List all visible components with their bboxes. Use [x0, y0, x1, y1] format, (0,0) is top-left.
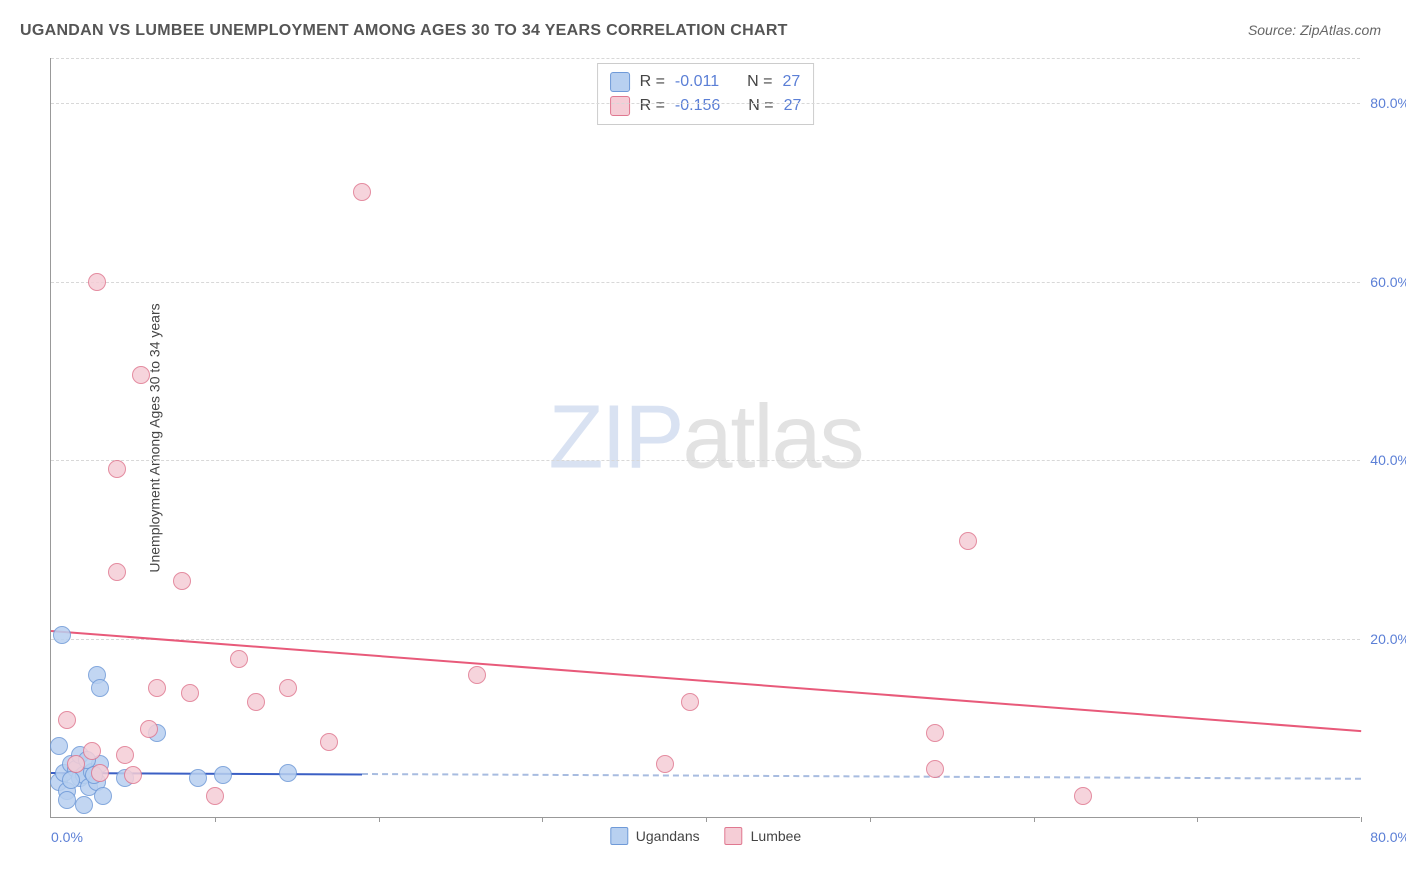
x-tick	[1361, 817, 1362, 822]
legend-r-value: -0.156	[675, 97, 720, 115]
scatter-point	[1074, 787, 1092, 805]
grid-line	[51, 639, 1360, 640]
scatter-point	[91, 679, 109, 697]
scatter-point	[75, 796, 93, 814]
series-legend: Ugandans Lumbee	[610, 827, 801, 845]
scatter-point	[279, 764, 297, 782]
y-tick-label: 40.0%	[1365, 452, 1406, 468]
grid-line	[51, 58, 1360, 59]
legend-r-label: R =	[640, 97, 665, 115]
y-tick-label: 80.0%	[1365, 95, 1406, 111]
scatter-point	[67, 755, 85, 773]
legend-item: Lumbee	[725, 827, 802, 845]
x-tick	[1197, 817, 1198, 822]
scatter-point	[53, 626, 71, 644]
scatter-point	[94, 787, 112, 805]
x-axis-start-label: 0.0%	[51, 829, 83, 845]
scatter-point	[83, 742, 101, 760]
legend-row: R = -0.156 N = 27	[610, 94, 802, 118]
scatter-point	[214, 766, 232, 784]
scatter-point	[206, 787, 224, 805]
scatter-point	[230, 650, 248, 668]
scatter-point	[181, 684, 199, 702]
chart-title: UGANDAN VS LUMBEE UNEMPLOYMENT AMONG AGE…	[20, 22, 788, 40]
scatter-point	[62, 771, 80, 789]
grid-line	[51, 282, 1360, 283]
plot-region: ZIPatlas R =-0.011N =27R =-0.156N =27 Ug…	[50, 58, 1360, 818]
x-tick	[706, 817, 707, 822]
scatter-point	[468, 666, 486, 684]
correlation-legend: R = -0.011 N = 27 R = -0.156 N = 27	[597, 63, 815, 125]
y-tick-label: 20.0%	[1365, 631, 1406, 647]
legend-label: Ugandans	[636, 828, 700, 844]
scatter-point	[959, 532, 977, 550]
scatter-point	[140, 720, 158, 738]
scatter-point	[108, 460, 126, 478]
legend-swatch	[610, 72, 630, 92]
x-tick	[870, 817, 871, 822]
scatter-point	[88, 273, 106, 291]
scatter-point	[656, 755, 674, 773]
legend-row: R = -0.011 N = 27	[610, 70, 802, 94]
legend-r-label: R =	[640, 73, 665, 91]
trend-line	[362, 773, 1361, 780]
scatter-point	[116, 746, 134, 764]
grid-line	[51, 103, 1360, 104]
scatter-point	[247, 693, 265, 711]
legend-n-label: N =	[747, 73, 772, 91]
y-tick-label: 60.0%	[1365, 274, 1406, 290]
grid-line	[51, 460, 1360, 461]
legend-swatch	[725, 827, 743, 845]
x-tick	[1034, 817, 1035, 822]
scatter-point	[50, 737, 68, 755]
legend-item: Ugandans	[610, 827, 700, 845]
scatter-point	[926, 724, 944, 742]
x-tick	[542, 817, 543, 822]
x-tick	[215, 817, 216, 822]
scatter-point	[173, 572, 191, 590]
scatter-point	[58, 791, 76, 809]
legend-n-value: 27	[782, 73, 800, 91]
trend-line	[51, 630, 1361, 732]
scatter-point	[148, 679, 166, 697]
scatter-point	[926, 760, 944, 778]
scatter-point	[353, 183, 371, 201]
scatter-point	[189, 769, 207, 787]
legend-swatch	[610, 96, 630, 116]
scatter-point	[320, 733, 338, 751]
legend-n-label: N =	[748, 97, 773, 115]
x-axis-end-label: 80.0%	[1365, 829, 1406, 845]
chart-area: Unemployment Among Ages 30 to 34 years Z…	[50, 58, 1360, 818]
scatter-point	[124, 766, 142, 784]
legend-swatch	[610, 827, 628, 845]
scatter-point	[58, 711, 76, 729]
legend-r-value: -0.011	[675, 73, 719, 91]
legend-n-value: 27	[784, 97, 802, 115]
scatter-point	[108, 563, 126, 581]
scatter-point	[91, 764, 109, 782]
legend-label: Lumbee	[751, 828, 802, 844]
scatter-point	[132, 366, 150, 384]
source-label: Source: ZipAtlas.com	[1248, 22, 1381, 38]
watermark: ZIPatlas	[548, 386, 862, 489]
scatter-point	[681, 693, 699, 711]
scatter-point	[279, 679, 297, 697]
x-tick	[379, 817, 380, 822]
